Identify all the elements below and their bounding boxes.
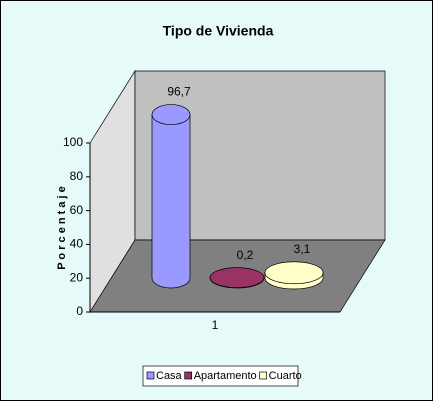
cylinder bbox=[264, 261, 324, 290]
y-tick-label: 20 bbox=[70, 270, 84, 284]
x-tick-label: 1 bbox=[212, 318, 219, 332]
legend-swatch bbox=[146, 371, 155, 380]
value-label: 96,7 bbox=[167, 85, 191, 99]
cylinder-top bbox=[264, 261, 324, 285]
legend-label: Casa bbox=[156, 370, 183, 382]
y-tick-label: 60 bbox=[70, 203, 84, 217]
cylinder-body bbox=[151, 114, 191, 289]
cylinder bbox=[151, 104, 191, 289]
legend bbox=[142, 365, 299, 387]
y-tick-label: 100 bbox=[63, 135, 83, 149]
cylinder bbox=[209, 267, 265, 289]
y-axis-label: P o r c e n t a j e bbox=[56, 186, 68, 270]
legend-label: Apartamento bbox=[194, 370, 257, 382]
value-label: 3,1 bbox=[294, 242, 311, 256]
chart-title: Tipo de Vivienda bbox=[163, 23, 274, 39]
y-tick-label: 0 bbox=[76, 304, 83, 318]
legend-label: Cuarto bbox=[269, 370, 302, 382]
y-tick-label: 80 bbox=[70, 169, 84, 183]
cylinder-top bbox=[209, 267, 265, 289]
legend-swatch bbox=[259, 371, 268, 380]
legend-swatch bbox=[184, 371, 193, 380]
value-label: 0,2 bbox=[237, 248, 254, 262]
cylinder-top bbox=[151, 104, 191, 125]
y-tick-label: 40 bbox=[70, 237, 84, 251]
